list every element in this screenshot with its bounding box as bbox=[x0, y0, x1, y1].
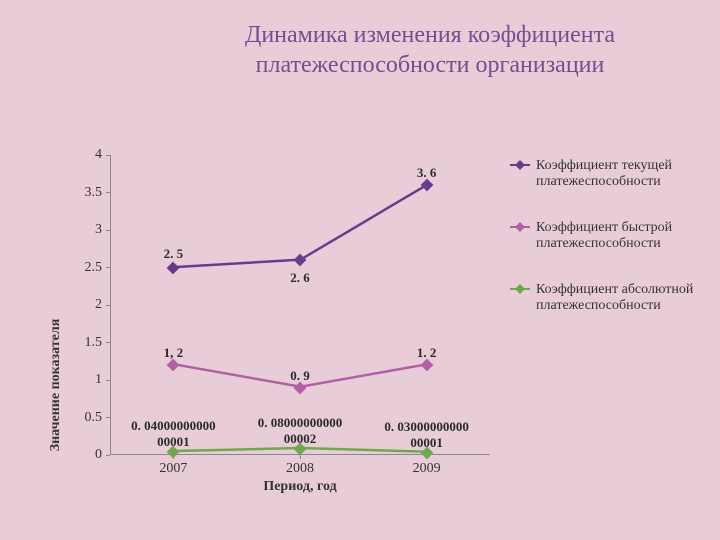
data-label: 1, 2 bbox=[164, 345, 184, 361]
data-label: 2. 6 bbox=[290, 270, 310, 286]
y-axis-label: Значение показателя bbox=[48, 319, 64, 452]
legend-item: Коэффициент абсолютной платежеспособност… bbox=[510, 282, 710, 314]
data-label: 3. 6 bbox=[417, 165, 437, 181]
y-tick-label: 2.5 bbox=[72, 260, 102, 276]
y-tick-label: 3 bbox=[72, 222, 102, 238]
y-tick-label: 1.5 bbox=[72, 335, 102, 351]
legend: Коэффициент текущей платежеспособности Ко… bbox=[510, 158, 710, 345]
x-tick-label: 2008 bbox=[286, 461, 314, 477]
y-tick-label: 0.5 bbox=[72, 410, 102, 426]
legend-swatch bbox=[510, 164, 530, 166]
legend-label: Коэффициент быстрой платежеспособности bbox=[536, 220, 710, 252]
chart-title-line1: Динамика изменения коэффициента bbox=[180, 20, 680, 50]
legend-swatch bbox=[510, 226, 530, 228]
chart-lines bbox=[111, 155, 490, 454]
legend-label: Коэффициент текущей платежеспособности bbox=[536, 158, 710, 190]
data-label: 0. 0400000000000001 bbox=[131, 418, 216, 450]
y-tick-label: 2 bbox=[72, 297, 102, 313]
legend-label: Коэффициент абсолютной платежеспособност… bbox=[536, 282, 710, 314]
x-tick-label: 2009 bbox=[413, 461, 441, 477]
chart-title: Динамика изменения коэффициента платежес… bbox=[180, 20, 680, 80]
y-tick-label: 4 bbox=[72, 147, 102, 163]
y-tick-label: 0 bbox=[72, 447, 102, 463]
legend-item: Коэффициент текущей платежеспособности bbox=[510, 158, 710, 190]
y-tick-label: 1 bbox=[72, 372, 102, 388]
chart-plot-area bbox=[110, 155, 490, 455]
data-label: 0. 9 bbox=[290, 368, 310, 384]
data-label: 1. 2 bbox=[417, 345, 437, 361]
x-tick-label: 2007 bbox=[159, 461, 187, 477]
legend-item: Коэффициент быстрой платежеспособности bbox=[510, 220, 710, 252]
data-label: 0. 0800000000000002 bbox=[258, 415, 343, 447]
y-tick-label: 3.5 bbox=[72, 185, 102, 201]
data-label: 2. 5 bbox=[164, 246, 184, 262]
data-label: 0. 0300000000000001 bbox=[384, 419, 469, 451]
legend-swatch bbox=[510, 288, 530, 290]
chart-title-line2: платежеспособности организации bbox=[180, 50, 680, 80]
x-axis-label: Период, год bbox=[110, 479, 490, 495]
